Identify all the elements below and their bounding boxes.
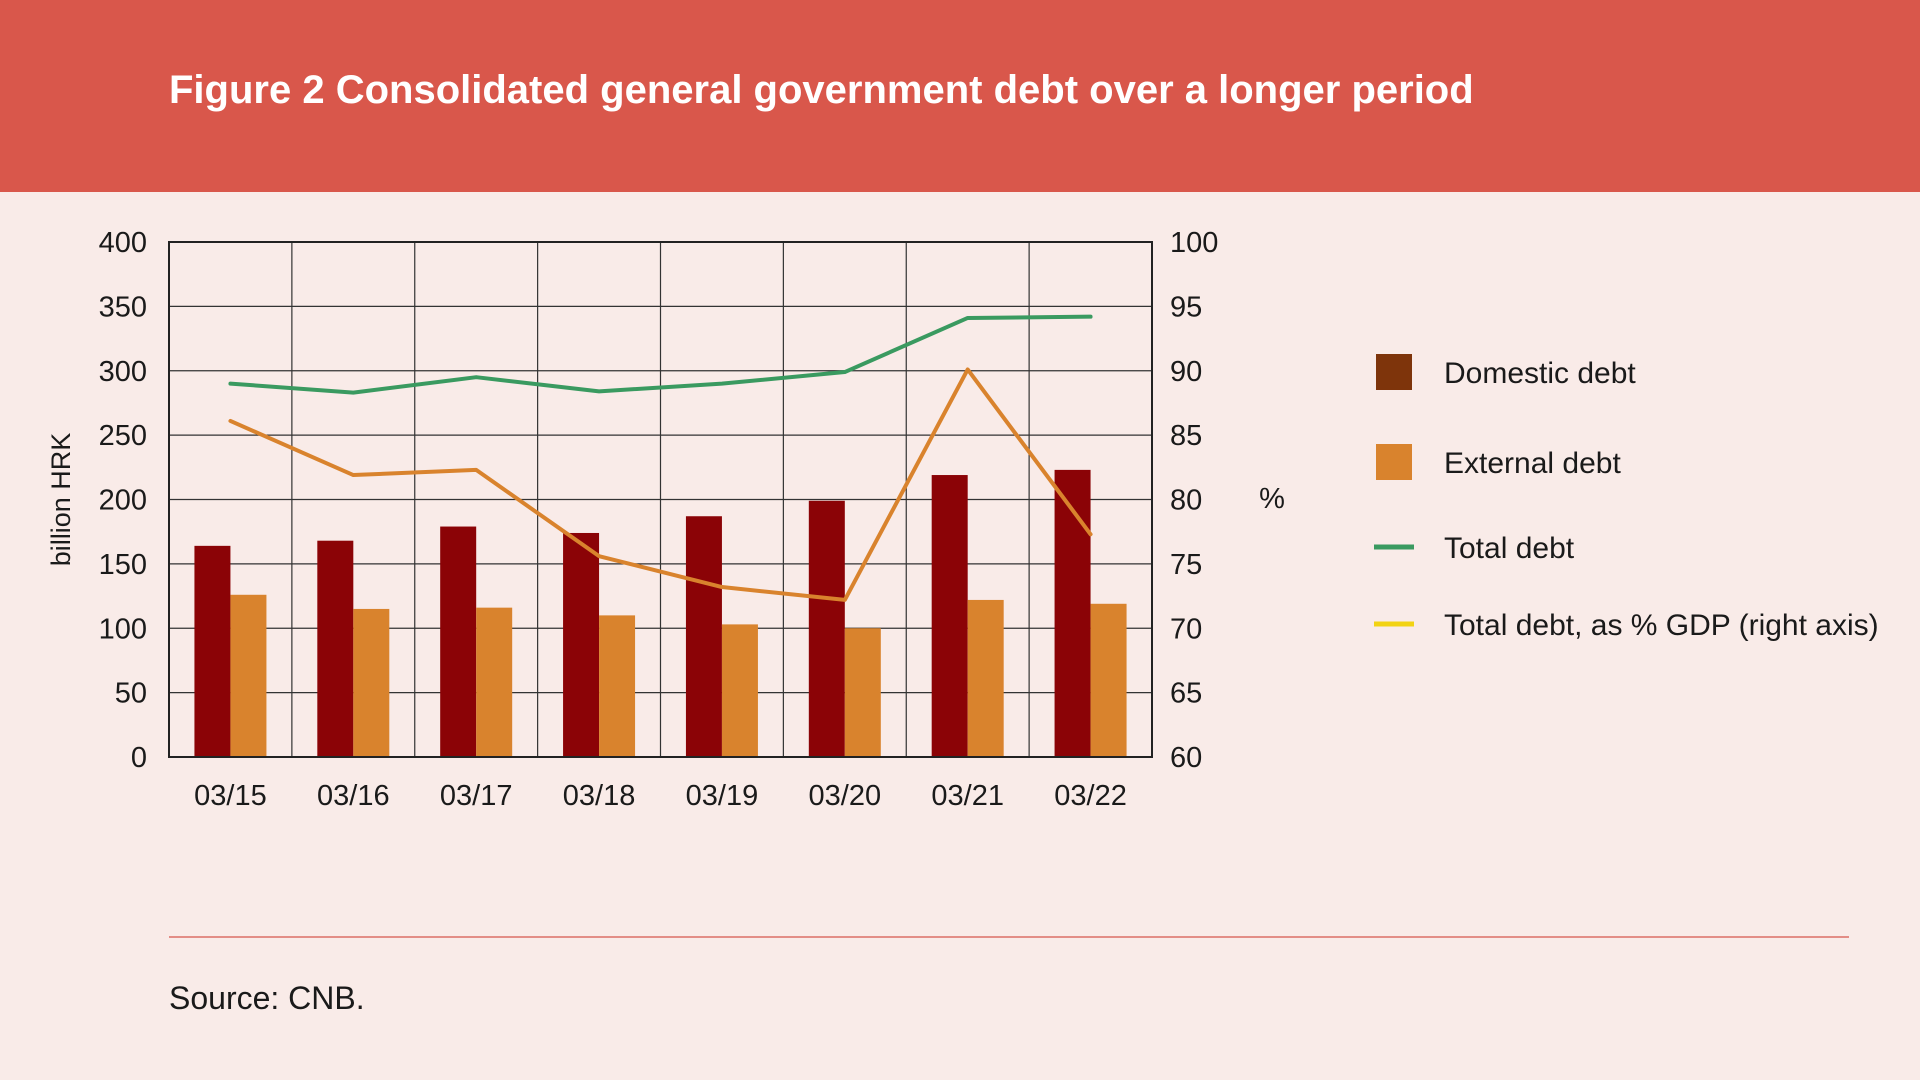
legend-item: External debt bbox=[1376, 444, 1621, 480]
tick-labels: 0 50 100 150 200 250 300 350 400 60 65 70 75 80 85 90 95… bbox=[46, 227, 1285, 812]
y-left-tick-label: 250 bbox=[99, 420, 147, 452]
x-tick-label: 03/15 bbox=[194, 780, 267, 812]
y-right-tick-label: 80 bbox=[1170, 485, 1202, 517]
bar-external-debt bbox=[1090, 603, 1127, 757]
legend-item: Domestic debt bbox=[1376, 354, 1636, 390]
x-tick-label: 03/19 bbox=[686, 780, 759, 812]
legend-label: Domestic debt bbox=[1444, 357, 1636, 390]
legend: Domestic debt External debt Total debt Tota… bbox=[1374, 354, 1879, 642]
plot-border bbox=[168, 241, 1153, 758]
bar-external-debt bbox=[721, 624, 758, 757]
title-banner: Figure 2 Consolidated general government… bbox=[0, 0, 1920, 192]
bar-external-debt bbox=[599, 615, 636, 757]
legend-item: Total debt, as % GDP (right axis) bbox=[1374, 609, 1879, 642]
y-right-tick-label: 75 bbox=[1170, 549, 1202, 581]
bar-domestic-debt bbox=[440, 526, 477, 757]
y-left-tick-label: 50 bbox=[115, 678, 147, 710]
y-right-tick-label: 70 bbox=[1170, 613, 1202, 645]
legend-label: Total debt bbox=[1444, 532, 1575, 565]
grid bbox=[169, 241, 1152, 758]
bar-domestic-debt bbox=[931, 475, 968, 757]
legend-swatch bbox=[1376, 354, 1412, 390]
legend-swatch bbox=[1376, 444, 1412, 480]
line-total-debt-pct-gdp bbox=[228, 367, 1093, 602]
x-tick-label: 03/18 bbox=[563, 780, 636, 812]
y-right-tick-label: 60 bbox=[1170, 742, 1202, 774]
bar-external-debt bbox=[844, 628, 881, 757]
legend-item: Total debt bbox=[1374, 532, 1575, 565]
bar-external-debt bbox=[230, 594, 267, 757]
bar-domestic-debt bbox=[317, 540, 354, 757]
bar-domestic-debt bbox=[1054, 469, 1091, 757]
bar-domestic-debt bbox=[808, 500, 845, 757]
bar-domestic-debt bbox=[685, 516, 722, 757]
y-left-tick-label: 100 bbox=[99, 613, 147, 645]
y-right-tick-label: 90 bbox=[1170, 356, 1202, 388]
y-left-tick-label: 150 bbox=[99, 549, 147, 581]
bar-domestic-debt bbox=[194, 545, 231, 757]
legend-label: External debt bbox=[1444, 447, 1621, 480]
x-tick-label: 03/16 bbox=[317, 780, 390, 812]
bar-domestic-debt bbox=[563, 532, 600, 757]
y-left-tick-label: 400 bbox=[99, 227, 147, 259]
y-left-tick-label: 350 bbox=[99, 291, 147, 323]
x-tick-label: 03/21 bbox=[931, 780, 1004, 812]
chart-title: Figure 2 Consolidated general government… bbox=[169, 68, 1474, 112]
y-left-tick-label: 200 bbox=[99, 485, 147, 517]
series-lines bbox=[228, 314, 1093, 602]
bars bbox=[194, 469, 1127, 757]
x-tick-label: 03/20 bbox=[809, 780, 882, 812]
plot-frame bbox=[168, 241, 1153, 758]
bar-external-debt bbox=[353, 608, 390, 757]
line-total-debt bbox=[228, 314, 1093, 395]
legend-label: Total debt, as % GDP (right axis) bbox=[1444, 609, 1879, 642]
y-right-tick-label: 95 bbox=[1170, 291, 1202, 323]
bar-external-debt bbox=[967, 599, 1004, 757]
y-left-tick-label: 0 bbox=[131, 742, 147, 774]
y-right-tick-label: 85 bbox=[1170, 420, 1202, 452]
bar-external-debt bbox=[476, 607, 513, 757]
x-tick-label: 03/22 bbox=[1054, 780, 1127, 812]
y-left-tick-label: 300 bbox=[99, 356, 147, 388]
divider bbox=[169, 936, 1849, 938]
y-right-axis-title: % bbox=[1259, 483, 1285, 515]
x-tick-label: 03/17 bbox=[440, 780, 513, 812]
y-right-tick-label: 100 bbox=[1170, 227, 1218, 259]
debt-chart: 0 50 100 150 200 250 300 350 400 60 65 70 75 80 85 90 95… bbox=[46, 227, 1879, 812]
source-note: Source: CNB. bbox=[169, 980, 365, 1016]
y-left-axis-title: billion HRK bbox=[46, 433, 76, 567]
y-right-tick-label: 65 bbox=[1170, 678, 1202, 710]
